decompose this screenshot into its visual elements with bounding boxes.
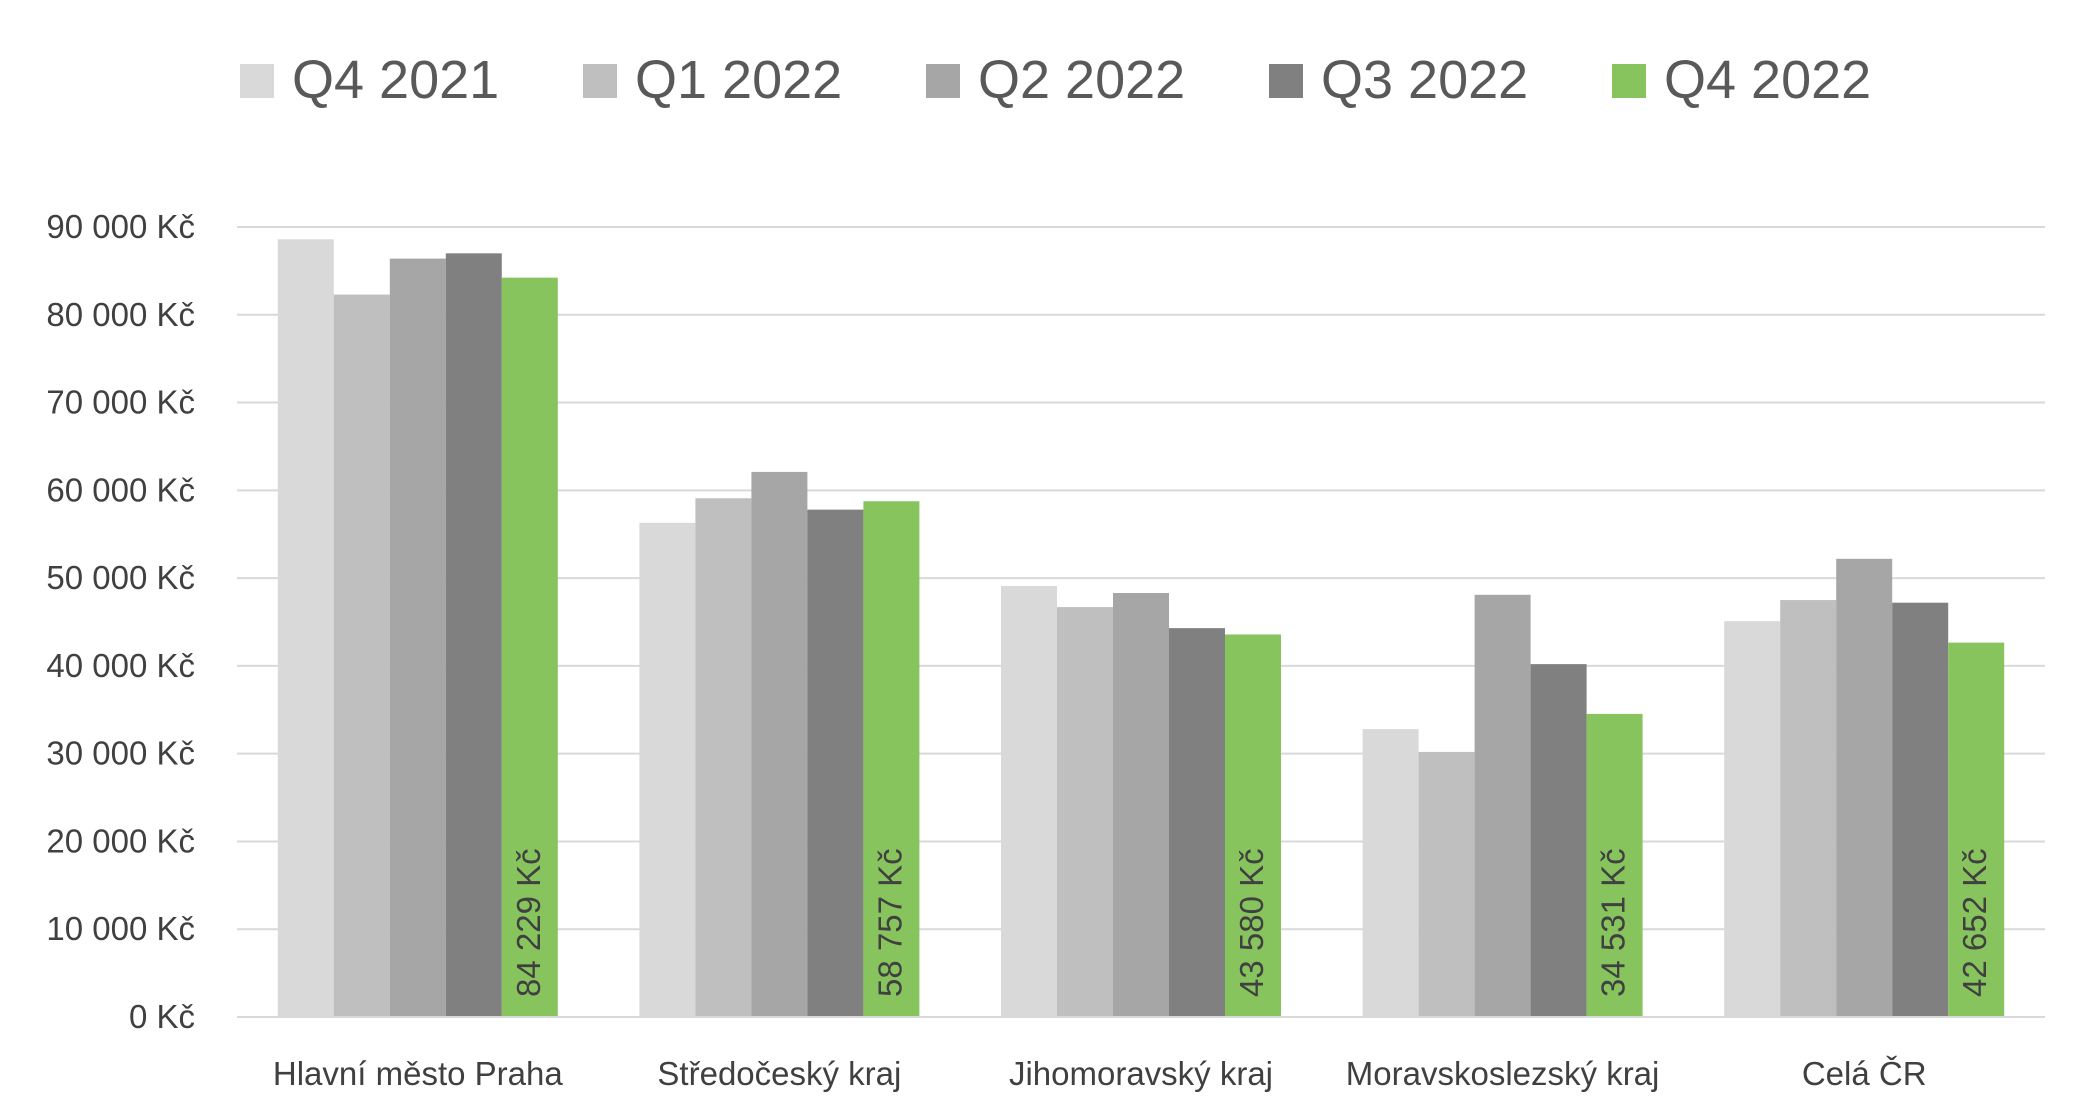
legend-swatch: [583, 64, 617, 98]
legend: Q4 2021 Q1 2022 Q2 2022 Q3 2022 Q4 2022: [240, 50, 1871, 110]
data-label: 84 229 Kč: [510, 848, 547, 997]
y-tick-label: 60 000 Kč: [46, 471, 195, 508]
x-tick-label: Hlavní město Praha: [273, 1055, 563, 1092]
data-label: 42 652 Kč: [1956, 848, 1993, 997]
bar: [639, 522, 696, 1017]
legend-item: Q4 2022: [1612, 50, 1871, 110]
legend-label: Q3 2022: [1321, 50, 1528, 110]
y-tick-label: 50 000 Kč: [46, 559, 195, 596]
bar: [1057, 607, 1113, 1017]
bar: [1474, 594, 1531, 1017]
legend-label: Q4 2022: [1664, 50, 1871, 110]
bar: [277, 239, 334, 1018]
bars: [277, 239, 2005, 1018]
bar: [751, 471, 808, 1017]
bar: [1418, 751, 1475, 1017]
bar: [1001, 586, 1057, 1017]
bar: [1892, 602, 1949, 1017]
y-tick-label: 30 000 Kč: [46, 735, 195, 772]
data-label: 34 531 Kč: [1595, 848, 1632, 997]
legend-swatch: [1269, 64, 1303, 98]
y-tick-label: 40 000 Kč: [46, 647, 195, 684]
x-tick-label: Celá ČR: [1802, 1055, 1927, 1092]
x-tick-label: Středočeský kraj: [657, 1055, 901, 1092]
bar: [389, 258, 446, 1018]
y-tick-label: 20 000 Kč: [46, 822, 195, 859]
x-axis: Hlavní město Praha Středočeský kraj Jihomo…: [237, 1016, 2045, 1092]
legend-swatch: [926, 64, 960, 98]
bar: [1780, 600, 1837, 1017]
y-tick-label: 80 000 Kč: [46, 296, 195, 333]
legend-label: Q4 2021: [292, 50, 499, 110]
bar: [1530, 664, 1587, 1017]
legend-swatch: [240, 64, 274, 98]
bar: [1169, 628, 1225, 1017]
bar: [445, 253, 502, 1018]
bar: [1586, 713, 1643, 1017]
data-labels: 84 229 Kč 58 757 Kč 43 580 Kč 34 531 Kč 42 6…: [510, 848, 1993, 997]
legend-swatch: [1612, 64, 1646, 98]
data-label: 43 580 Kč: [1233, 848, 1270, 997]
bar: [1836, 558, 1893, 1017]
bar: [1225, 634, 1281, 1017]
y-axis: 0 Kč 10 000 Kč 20 000 Kč 30 000 Kč 40 000 Kč…: [46, 208, 195, 1035]
y-tick-label: 10 000 Kč: [46, 910, 195, 947]
y-tick-label: 0 Kč: [129, 998, 195, 1035]
legend-item: Q4 2021: [240, 50, 499, 110]
legend-item: Q2 2022: [926, 50, 1185, 110]
x-tick-label: Jihomoravský kraj: [1009, 1055, 1273, 1092]
legend-label: Q1 2022: [635, 50, 842, 110]
bar: [695, 498, 752, 1017]
bar: [1362, 729, 1419, 1017]
legend-item: Q1 2022: [583, 50, 842, 110]
legend-item: Q3 2022: [1269, 50, 1528, 110]
y-tick-label: 70 000 Kč: [46, 384, 195, 421]
x-tick-label: Moravskoslezský kraj: [1346, 1055, 1660, 1092]
legend-label: Q2 2022: [978, 50, 1185, 110]
bar: [863, 501, 920, 1017]
bar: [501, 277, 558, 1017]
bar: [1948, 642, 2005, 1017]
bar: [807, 509, 864, 1017]
bar: [1113, 593, 1169, 1017]
y-tick-label: 90 000 Kč: [46, 208, 195, 245]
bar: [1724, 621, 1781, 1017]
bar: [333, 294, 390, 1018]
data-label: 58 757 Kč: [871, 848, 908, 997]
